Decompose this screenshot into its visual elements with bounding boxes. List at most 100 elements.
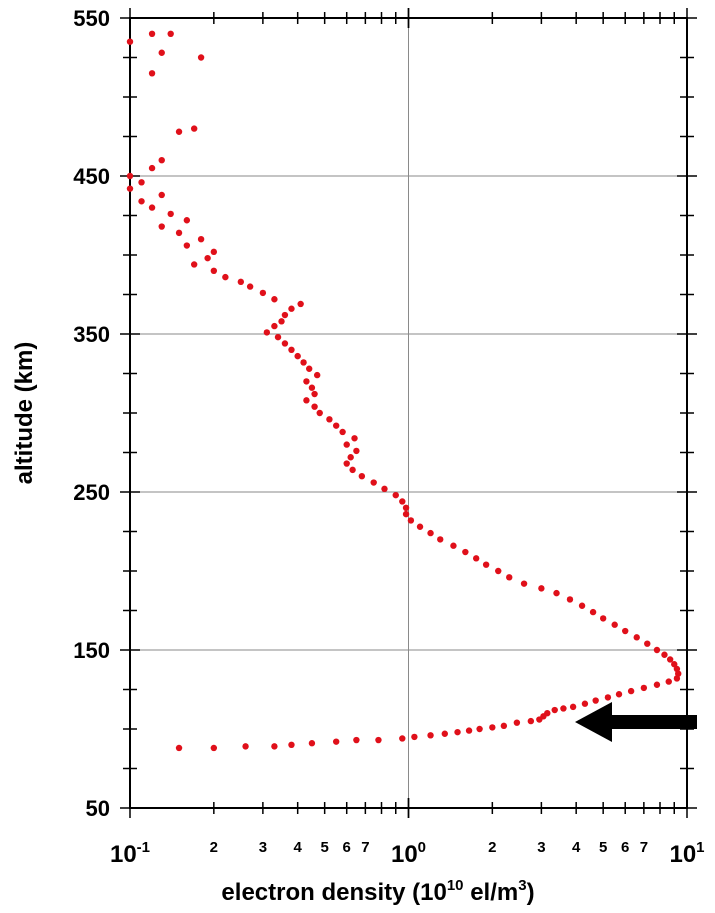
data-point [399, 498, 406, 505]
data-point [399, 735, 406, 742]
data-point [640, 684, 648, 692]
x-axis-title-unit: el/m [464, 879, 519, 906]
data-point [495, 567, 502, 575]
x-axis-title-unit-exp: 3 [518, 877, 526, 894]
data-point [472, 555, 480, 562]
data-point [210, 267, 218, 274]
data-point [204, 254, 211, 262]
data-point [190, 261, 198, 268]
data-point [351, 435, 358, 442]
data-point [308, 384, 316, 391]
data-point [353, 736, 360, 744]
data-point [349, 466, 356, 474]
data-point [288, 741, 295, 748]
data-point [343, 441, 350, 448]
x-axis-title-main: electron density (10 [221, 879, 446, 906]
data-point [167, 30, 174, 37]
data-point [665, 678, 672, 685]
data-point [411, 733, 418, 741]
data-point [441, 730, 448, 737]
x-minor-tick-label: 5 [320, 839, 328, 856]
data-point [313, 371, 321, 379]
data-point [148, 204, 156, 211]
x-minor-tick-label: 3 [259, 839, 267, 856]
data-point [175, 128, 183, 135]
arrow-shaft [605, 715, 697, 729]
data-point [416, 523, 424, 530]
data-point [592, 697, 599, 704]
data-point [311, 390, 318, 398]
data-point [370, 479, 377, 486]
x-tick-label: 100 [391, 839, 426, 868]
data-point [197, 236, 205, 243]
data-point [581, 700, 589, 707]
x-minor-tick-label: 4 [572, 839, 581, 856]
data-point [347, 454, 354, 461]
data-point [158, 191, 165, 199]
data-point [175, 744, 183, 752]
y-tick-label: 250 [73, 480, 110, 505]
x-minor-tick-label: 4 [294, 839, 303, 856]
data-point [148, 164, 156, 172]
data-point [311, 403, 318, 410]
y-tick-label: 50 [86, 796, 110, 821]
data-point [126, 185, 134, 192]
data-point [566, 596, 574, 603]
data-point [661, 651, 668, 658]
data-point [343, 460, 350, 467]
data-point [271, 322, 278, 330]
x-tick-label: 10-1 [110, 839, 150, 868]
data-point [222, 273, 229, 281]
data-point [332, 738, 340, 745]
data-point [274, 333, 282, 341]
data-point [288, 346, 295, 353]
data-point [520, 580, 528, 587]
x-minor-tick-label: 7 [361, 839, 369, 856]
data-point [278, 318, 285, 325]
data-point [288, 305, 295, 312]
data-point [300, 359, 307, 366]
data-point [615, 691, 623, 698]
data-point [513, 719, 521, 726]
x-axis-title-close: ) [527, 879, 535, 906]
data-point [673, 665, 681, 673]
data-point [489, 724, 496, 731]
data-point [653, 646, 661, 654]
data-point [271, 296, 278, 303]
data-point [294, 352, 301, 360]
data-point [308, 740, 316, 747]
data-point [242, 743, 249, 750]
data-point [482, 561, 490, 568]
data-point [316, 409, 323, 417]
data-point [538, 585, 545, 592]
data-point [158, 49, 165, 56]
data-point [297, 300, 304, 308]
data-point [427, 529, 434, 537]
x-minor-tick-label: 3 [537, 839, 545, 856]
data-point [353, 447, 360, 455]
data-point [627, 687, 635, 695]
data-points [126, 30, 682, 752]
data-point [633, 634, 640, 641]
data-point [332, 422, 340, 429]
data-point [476, 725, 483, 733]
data-point [622, 627, 629, 635]
y-tick-label: 450 [73, 164, 110, 189]
data-point [197, 54, 205, 61]
x-axis-title-exp: 10 [447, 877, 464, 894]
data-point [263, 329, 271, 336]
data-point [126, 38, 134, 45]
data-point [303, 378, 310, 385]
data-point [126, 172, 134, 180]
y-tick-labels: 50 150 250 350 450 550 [73, 6, 110, 821]
data-point [281, 340, 289, 347]
data-point [326, 416, 333, 423]
data-point [454, 728, 461, 736]
plot-frame [129, 17, 688, 809]
data-point [158, 223, 165, 230]
x-minor-tick-label: 2 [488, 839, 496, 856]
data-point [427, 732, 434, 739]
y-tick-label: 550 [73, 6, 110, 31]
data-point [569, 703, 577, 711]
data-point [402, 504, 410, 511]
